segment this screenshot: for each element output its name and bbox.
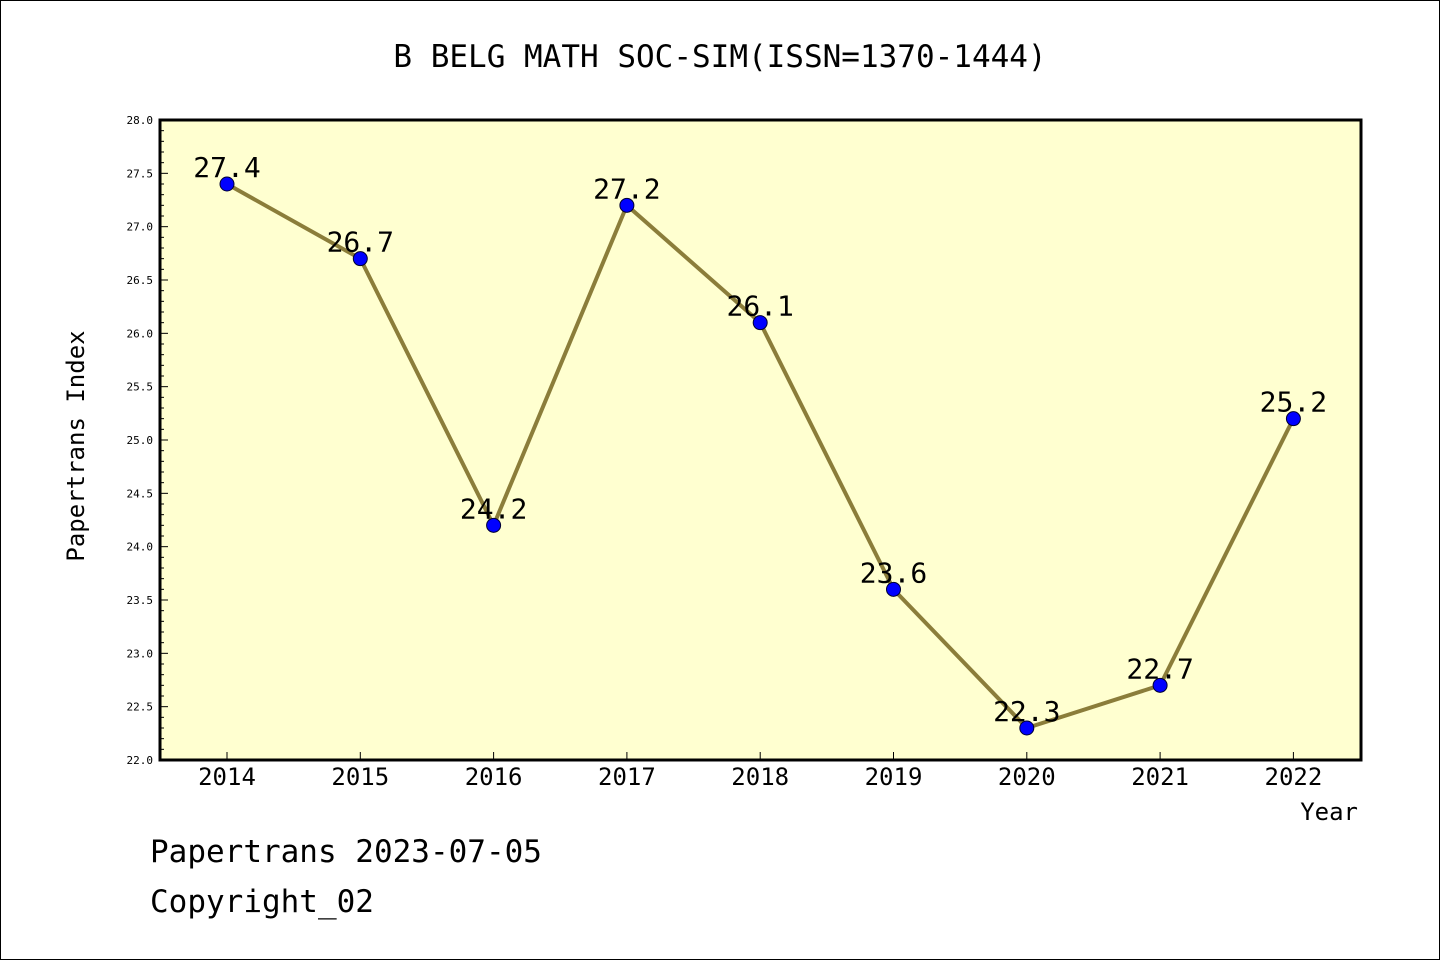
data-point — [619, 197, 635, 213]
data-point — [486, 517, 502, 533]
x-tick-label: 2015 — [331, 763, 389, 791]
x-tick-label: 2022 — [1265, 763, 1323, 791]
x-tick-label: 2021 — [1131, 763, 1189, 791]
footer-date: Papertrans 2023-07-05 — [150, 834, 542, 870]
y-tick-label: 26.5 — [127, 274, 154, 287]
y-tick-label: 23.5 — [127, 594, 154, 607]
y-tick-label: 27.0 — [127, 221, 154, 234]
y-tick-label: 23.0 — [127, 647, 154, 660]
x-tick-label: 2016 — [465, 763, 523, 791]
data-point — [352, 251, 368, 267]
data-point — [1285, 411, 1301, 427]
x-tick-label: 2018 — [731, 763, 789, 791]
data-label: 25.2 — [1260, 386, 1327, 419]
footer-copyright: Copyright_02 — [150, 884, 374, 920]
data-label: 26.1 — [726, 290, 793, 323]
data-label: 24.2 — [460, 492, 527, 525]
data-point — [1152, 677, 1168, 693]
data-label: 27.2 — [593, 172, 660, 205]
x-axis-label: Year — [1300, 798, 1358, 826]
y-tick-label: 25.5 — [127, 381, 154, 394]
y-tick-label: 24.5 — [127, 487, 154, 500]
data-point — [1019, 720, 1035, 736]
y-tick-label: 24.0 — [127, 541, 154, 554]
y-tick-label: 25.0 — [127, 434, 154, 447]
chart-title: B BELG MATH SOC-SIM(ISSN=1370-1444) — [393, 39, 1046, 75]
x-tick-label: 2017 — [598, 763, 656, 791]
data-label: 26.7 — [327, 226, 394, 259]
data-label: 22.7 — [1126, 652, 1193, 685]
y-tick-label: 22.0 — [127, 754, 154, 767]
data-point — [219, 176, 235, 192]
x-tick-label: 2014 — [198, 763, 256, 791]
plot-area — [158, 118, 1363, 762]
x-tick-label: 2019 — [865, 763, 923, 791]
y-tick-label: 28.0 — [127, 114, 154, 127]
data-point — [886, 581, 901, 597]
series-layer: 27.4 26.7 24.2 27.2 26.1 23.6 22.3 22.7 25.2 — [193, 151, 1327, 736]
data-label: 22.3 — [993, 695, 1060, 728]
data-label: 27.4 — [193, 151, 260, 184]
data-label: 23.6 — [860, 556, 927, 589]
x-tick-label: 2020 — [998, 763, 1056, 791]
y-tick-label: 22.5 — [127, 701, 154, 714]
data-point — [752, 315, 768, 331]
y-axis-label: Papertrans Index — [62, 330, 90, 561]
y-tick-label: 26.0 — [127, 327, 154, 340]
x-axis-ticks: 2014 2015 2016 2017 2018 2019 2020 2021 2022 — [198, 752, 1322, 791]
y-tick-label: 27.5 — [127, 167, 154, 180]
y-axis-ticks: 22.0 22.5 23.0 23.5 24.0 24.5 25.0 25.5 26.0 26.5… — [127, 114, 168, 767]
